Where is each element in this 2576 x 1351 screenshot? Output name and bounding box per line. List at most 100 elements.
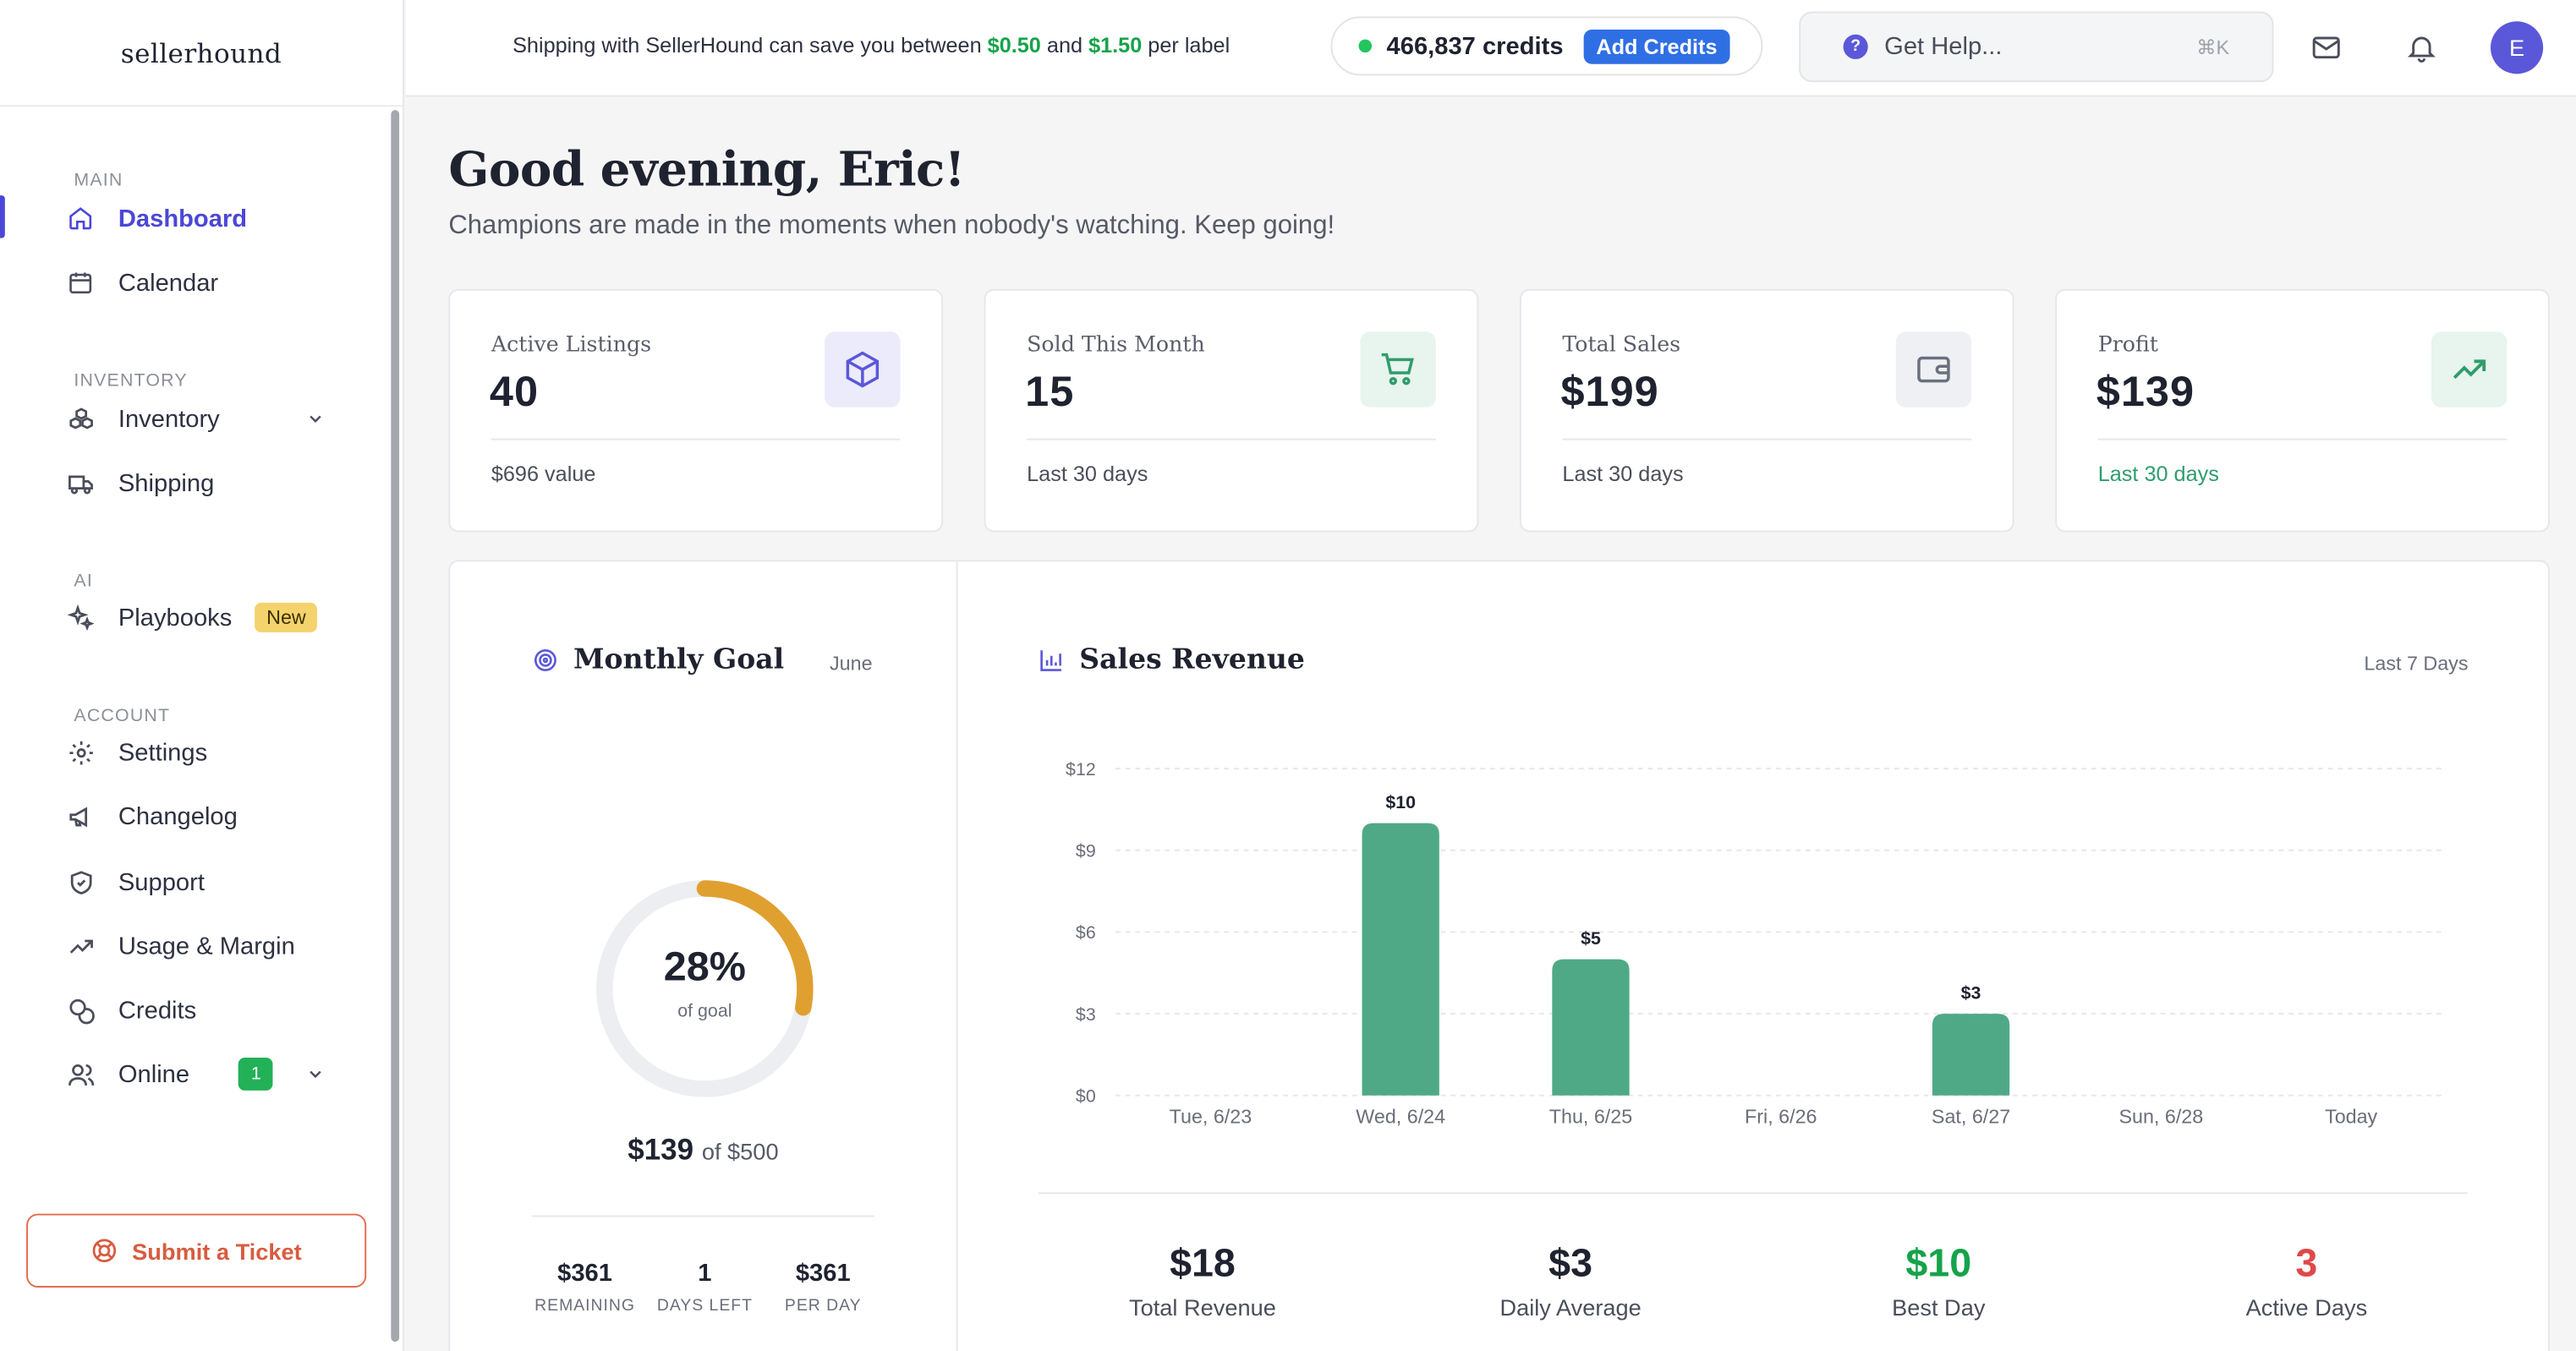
goal-remaining-value: $361: [557, 1259, 612, 1288]
sidebar-item-label: Shipping: [118, 468, 215, 497]
sidebar-item-changelog[interactable]: Changelog: [0, 790, 378, 842]
stat-footnote: Last 30 days: [1027, 461, 1148, 487]
cart-icon: [1360, 331, 1436, 407]
kpi-active-days: 3 Active Days: [2175, 1242, 2438, 1321]
status-dot: [1358, 39, 1373, 53]
chart-bar[interactable]: [1552, 959, 1630, 1096]
sidebar-item-dashboard[interactable]: Dashboard: [0, 192, 378, 244]
chevron-down-icon[interactable]: [305, 1063, 325, 1091]
goal-progress-ring: 28% of goal: [589, 873, 819, 1103]
x-tick-label: Fri, 6/26: [1745, 1106, 1817, 1128]
x-tick-label: Today: [2325, 1106, 2378, 1128]
section-title-main: MAIN: [74, 171, 123, 191]
box-icon: [825, 331, 901, 407]
add-credits-button[interactable]: Add Credits: [1582, 28, 1731, 63]
divider: [1562, 438, 1972, 440]
sidebar-item-credits[interactable]: Credits: [0, 984, 378, 1036]
sidebar-item-label: Support: [118, 867, 205, 896]
goal-days-left-value: 1: [698, 1259, 712, 1288]
panel-divider: [956, 561, 958, 1351]
sidebar-item-label: Calendar: [118, 268, 219, 297]
wallet-icon: [1895, 331, 1972, 407]
stat-value: $199: [1560, 366, 1659, 416]
kpi-best-day-value: $10: [1905, 1241, 1972, 1287]
sidebar-item-usage-margin[interactable]: Usage & Margin: [0, 920, 378, 972]
stat-card-sold-this-month: Sold This Month 15 Last 30 days: [984, 288, 1479, 533]
chevron-down-icon[interactable]: [305, 407, 325, 435]
sidebar-item-playbooks[interactable]: Playbooks New: [0, 591, 378, 643]
y-tick-label: $12: [1066, 759, 1096, 779]
sales-revenue-label: Sales Revenue: [1079, 643, 1305, 677]
sidebar-item-support[interactable]: Support: [0, 856, 378, 908]
sidebar-item-label: Inventory: [118, 404, 220, 433]
goal-percent-caption: of goal: [677, 1001, 732, 1022]
brand-logo[interactable]: sellerhound: [0, 0, 403, 107]
revenue-range[interactable]: Last 7 Days: [2364, 652, 2469, 676]
help-placeholder: Get Help...: [1884, 32, 2003, 61]
stat-footnote: $696 value: [491, 461, 596, 487]
sidebar-item-label: Usage & Margin: [118, 932, 295, 960]
submit-ticket-label: Submit a Ticket: [132, 1237, 302, 1264]
bar-value-label: $10: [1385, 792, 1416, 812]
help-icon: ?: [1843, 34, 1868, 59]
kpi-active-days-value: 3: [2295, 1241, 2318, 1287]
submit-ticket-button[interactable]: Submit a Ticket: [26, 1213, 367, 1288]
kpi-best-day: $10 Best Day: [1807, 1242, 2070, 1321]
stat-label: Active Listings: [491, 333, 652, 358]
sidebar-item-label: Dashboard: [118, 204, 248, 232]
goal-remaining-label: REMAINING: [534, 1297, 635, 1316]
help-shortcut: ⌘K: [2196, 35, 2230, 58]
stat-card-total-sales: Total Sales $199 Last 30 days: [1519, 288, 2014, 533]
trending-up-icon: [2431, 331, 2507, 407]
credits-pill: 466,837 credits Add Credits: [1330, 16, 1763, 76]
truck-icon: [66, 468, 96, 498]
sidebar-item-shipping[interactable]: Shipping: [0, 457, 378, 509]
page-subtitle: Champions are made in the moments when n…: [448, 211, 1335, 240]
stat-value: 40: [489, 366, 540, 416]
y-tick-label: $9: [1076, 841, 1096, 861]
goal-revenue-card: Monthly Goal June 28% of goal $139 of $5…: [448, 560, 2550, 1351]
kpi-active-days-label: Active Days: [2245, 1294, 2368, 1321]
goal-days-left-label: DAYS LEFT: [656, 1297, 753, 1316]
sidebar-scrollbar[interactable]: [391, 110, 400, 1343]
monthly-goal-title: Monthly Goal: [532, 643, 784, 676]
avatar[interactable]: E: [2490, 21, 2544, 74]
chart-bar[interactable]: [1932, 1014, 2010, 1096]
sidebar-item-calendar[interactable]: Calendar: [0, 256, 378, 309]
stat-label: Profit: [2097, 333, 2158, 358]
shipping-promo: Shipping with SellerHound can save you b…: [512, 33, 1230, 57]
divider: [532, 1215, 874, 1217]
chart-bar[interactable]: [1362, 823, 1439, 1096]
help-search[interactable]: ? Get Help... ⌘K: [1799, 11, 2274, 83]
sidebar-item-label: Changelog: [118, 801, 238, 830]
mail-icon[interactable]: [2308, 30, 2344, 66]
kpi-daily-average-label: Daily Average: [1499, 1294, 1642, 1321]
y-tick-label: $6: [1076, 922, 1096, 943]
online-count-badge: 1: [238, 1058, 274, 1091]
goal-month: June: [830, 652, 873, 676]
sales-revenue-chart: $0 $3 $6 $9 $12 Tue, 6/23 $10 Wed, 6/24 $5 Thu, 6…: [1066, 759, 2447, 1128]
sidebar-item-inventory[interactable]: Inventory: [0, 392, 378, 445]
sidebar-item-settings[interactable]: Settings: [0, 726, 378, 779]
megaphone-icon: [66, 801, 96, 831]
goal-days-left: 1 DAYS LEFT: [647, 1260, 762, 1315]
ring-progress: [596, 880, 814, 1097]
goal-remaining: $361 REMAINING: [529, 1260, 641, 1315]
kpi-total-revenue-label: Total Revenue: [1129, 1294, 1276, 1321]
sparkles-icon: [66, 603, 96, 632]
credits-balance: 466,837 credits: [1386, 31, 1564, 60]
x-tick-label: Sun, 6/28: [2118, 1106, 2203, 1128]
goal-target: of $500: [701, 1138, 779, 1165]
calendar-icon: [66, 268, 96, 298]
divider: [2097, 438, 2507, 440]
bell-icon[interactable]: [2403, 30, 2440, 66]
shipping-promo-prefix: Shipping with SellerHound can save you b…: [512, 32, 988, 57]
goal-amount: $139 of $500: [450, 1133, 956, 1168]
sidebar-item-online[interactable]: Online 1: [0, 1047, 378, 1100]
shipping-promo-and: and: [1040, 32, 1089, 57]
y-tick-label: $3: [1076, 1004, 1096, 1025]
divider: [1027, 438, 1436, 440]
stat-value: $139: [2096, 366, 2195, 416]
goal-current: $139: [628, 1133, 694, 1167]
kpi-best-day-label: Best Day: [1892, 1294, 1986, 1321]
